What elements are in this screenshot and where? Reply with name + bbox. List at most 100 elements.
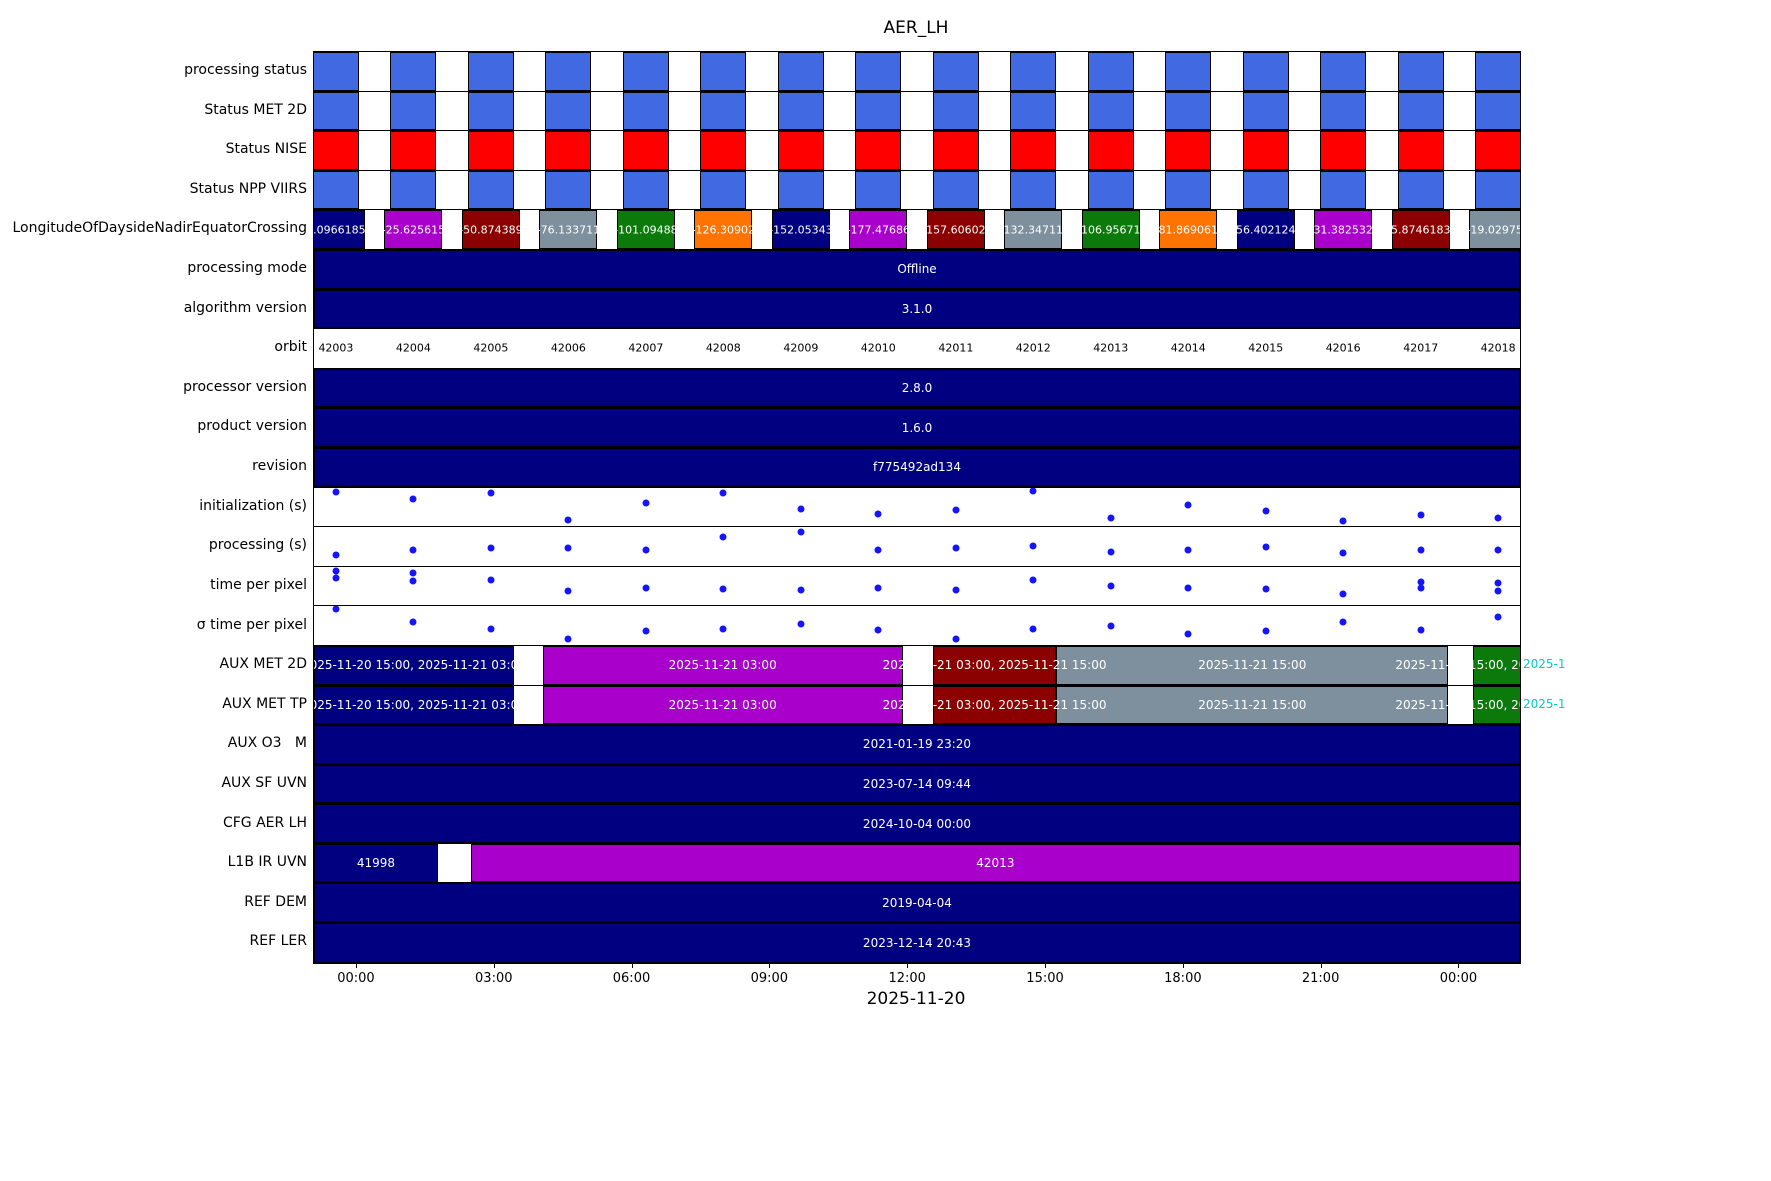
aux-met-tp-segment [1472, 685, 1520, 725]
status-met-2d-block [1165, 91, 1212, 131]
status-nise-block [932, 131, 979, 170]
orbit-number: 42008 [705, 341, 741, 355]
longitude-block [771, 210, 830, 249]
scatter-dot [564, 635, 572, 643]
row-label-status-met-2d: Status MET 2D [204, 101, 307, 118]
scatter-dot [409, 569, 417, 576]
x-tick-label: 06:00 [612, 971, 651, 986]
scatter-dot [332, 567, 340, 575]
aux-met-2d-segment-value: 2025-11-21 15:00, 2025-11-22 03:00 [1395, 658, 1520, 673]
scatter-dot [1107, 548, 1115, 556]
row-aux-o3-m: 2021-01-19 23:20 [314, 725, 1520, 765]
longitude-block [1391, 210, 1450, 249]
status-met-2d-block [1010, 91, 1057, 131]
processing-status-block [1397, 52, 1444, 91]
l1b-ir-uvn-segment [470, 843, 1520, 883]
row-label-processing-s: processing (s) [208, 537, 307, 554]
processing-status-block [622, 52, 669, 91]
scatter-dot [874, 584, 882, 592]
row-label-algorithm-version: algorithm version [183, 299, 307, 316]
longitude-block [1314, 210, 1373, 249]
aux-o3-m-bar [314, 725, 1520, 764]
processing-mode-bar [314, 249, 1520, 289]
status-npp-viirs-block [1242, 170, 1289, 210]
row-label-processing-status: processing status [184, 62, 307, 78]
row-label-status-nise: Status NISE [225, 141, 307, 158]
row-processing-mode: Offline [314, 249, 1520, 290]
scatter-dot [409, 546, 417, 554]
status-nise-block [467, 131, 514, 170]
aux-met-tp-segment [542, 685, 903, 725]
row-longitudeofdaysidenadirequatorcrossing: 0.0966185-25.625615-50.874389-76.133711-… [314, 210, 1520, 250]
processing-status-block [932, 52, 979, 91]
status-npp-viirs-block [1475, 170, 1520, 210]
x-tick-label: 03:00 [475, 971, 513, 986]
scatter-dot [564, 516, 572, 524]
scatter-dot [1184, 501, 1192, 509]
scatter-dot [332, 551, 340, 559]
status-nise-block [1475, 131, 1520, 170]
aux-met-tp-overflow-note: 2025-11-22 03:00 [1523, 696, 1565, 711]
scatter-dot [1417, 578, 1425, 586]
aux-met-2d-segment-value: 2025-11-20 15:00, 2025-11-21 03:00 [314, 658, 526, 673]
x-tick-mark [907, 962, 909, 968]
status-met-2d-block [1242, 91, 1289, 131]
x-tick-mark [1182, 962, 1184, 968]
scatter-dot [1184, 630, 1192, 638]
longitude-block [1081, 210, 1140, 249]
row-label-ref-ler: REF LER [249, 933, 307, 950]
longitude-value: 5.8746183 [1390, 223, 1451, 237]
status-npp-viirs-block [700, 170, 747, 210]
product-version-bar [314, 408, 1520, 447]
scatter-dot [1262, 585, 1270, 593]
status-npp-viirs-block [545, 170, 592, 210]
scatter-dot [797, 620, 805, 628]
scatter-dot [719, 625, 727, 633]
x-tick-label: 18:00 [1164, 971, 1202, 986]
status-npp-viirs-block [1320, 170, 1367, 210]
scatter-dot [642, 584, 650, 592]
l1b-ir-uvn-segment [314, 843, 438, 883]
status-met-2d-block [467, 91, 514, 131]
scatter-dot [1417, 626, 1425, 634]
scatter-dot [1184, 546, 1192, 553]
longitude-value: -25.625615 [381, 223, 446, 237]
scatter-dot [952, 635, 960, 643]
scatter-dot [642, 627, 650, 635]
scatter-dot [1417, 511, 1425, 519]
x-tick-mark [631, 962, 633, 968]
aux-met-2d-segment [932, 645, 1057, 685]
aux-met-tp-segment-value: 2025-11-21 15:00, 2025-11-22 03:00 [1395, 697, 1520, 712]
status-npp-viirs-block [855, 170, 902, 210]
scatter-dot [1184, 584, 1192, 592]
row-cfg-aer-lh: 2024-10-04 00:00 [314, 804, 1520, 844]
longitude-block [926, 210, 985, 249]
scatter-dot [952, 544, 960, 552]
status-npp-viirs-block [314, 170, 359, 210]
product-version-value: 1.6.0 [901, 420, 933, 435]
status-npp-viirs-block [1165, 170, 1212, 210]
x-tick-mark [1045, 962, 1047, 968]
processing-status-block [1475, 52, 1520, 91]
scatter-dot [1339, 590, 1347, 598]
aux-met-2d-segment-value: 2025-11-21 15:00 [1198, 658, 1307, 673]
aux-met-2d-segment-value: 2025-11-21 03:00, 2025-11-21 15:00 [882, 658, 1107, 673]
aux-met-2d-segment [1056, 645, 1449, 685]
longitude-value: 0.0966185 [314, 223, 366, 237]
status-met-2d-block [855, 91, 902, 131]
row-status-nise [314, 131, 1520, 171]
row-label-aux-sf-uvn: AUX SF UVN [221, 774, 307, 791]
longitude-block [616, 210, 675, 249]
cfg-aer-lh-value: 2024-10-04 00:00 [862, 816, 972, 831]
x-tick-mark [355, 962, 357, 968]
scatter-dot [1494, 587, 1502, 595]
scatter-dot [1417, 546, 1425, 553]
revision-value: f775492ad134 [873, 460, 961, 475]
scatter-dot [1494, 514, 1502, 522]
row-label-l1b-ir-uvn: L1B IR UVN [227, 854, 307, 871]
scatter-dot [642, 546, 650, 553]
status-nise-block [1010, 131, 1057, 170]
aux-sf-uvn-value: 2023-07-14 09:44 [862, 776, 972, 791]
x-tick-label: 00:00 [337, 971, 375, 986]
status-npp-viirs-block [622, 170, 669, 210]
